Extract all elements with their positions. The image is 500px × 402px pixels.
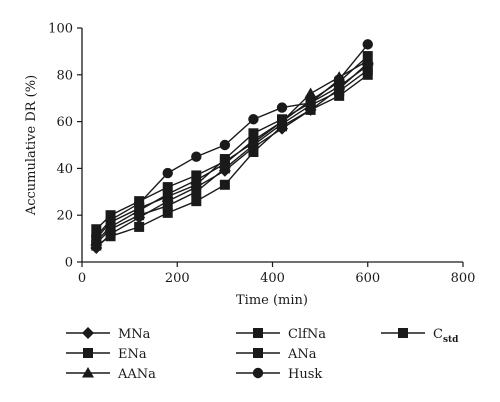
data-point-husk: [248, 114, 259, 125]
series-aana: [90, 54, 374, 246]
legend-label: ClfNa: [288, 327, 326, 342]
legend-marker: [82, 327, 94, 339]
data-point-husk: [219, 139, 231, 151]
data-point-ana: [334, 81, 345, 92]
legend-marker: [253, 348, 263, 358]
data-point-cstd: [305, 104, 316, 115]
data-point-husk: [91, 231, 102, 242]
data-point-clfna: [105, 224, 116, 235]
data-point-ana: [277, 114, 288, 125]
x-tick-label: 200: [165, 271, 190, 286]
legend-entry-mna: MNa: [66, 327, 151, 342]
data-point-clfna: [134, 210, 145, 221]
x-tick-label: 0: [78, 271, 86, 286]
x-tick-label: 800: [451, 271, 476, 286]
legend-marker: [82, 367, 94, 378]
series-cstd: [91, 69, 373, 251]
legend-label: AANa: [117, 367, 156, 382]
data-point-ana: [191, 179, 202, 190]
data-point-cstd: [248, 147, 259, 158]
data-point-cstd: [277, 121, 288, 132]
y-tick-label: 20: [56, 209, 73, 224]
data-point-clfna: [248, 140, 259, 150]
data-point-husk: [162, 167, 173, 179]
data-point-ana: [162, 191, 173, 202]
legend-label: Husk: [288, 367, 322, 382]
y-tick-label: 40: [56, 162, 73, 177]
data-point-clfna: [162, 200, 173, 211]
legend-marker: [398, 328, 408, 338]
y-axis-ticks: 0 20 40 60 80 100: [48, 22, 82, 271]
legend-label: MNa: [118, 327, 151, 342]
data-point-cstd: [191, 196, 202, 207]
data-point-husk: [333, 74, 345, 85]
data-point-husk: [276, 102, 288, 113]
data-point-ena: [91, 224, 102, 235]
data-point-husk: [133, 198, 145, 209]
legend-entry-clfna: ClfNa: [236, 327, 326, 342]
legend-marker: [83, 348, 93, 358]
legend-entry-ana: ANa: [236, 347, 317, 362]
legend-entry-cstd: Cstd: [381, 327, 459, 345]
x-axis-label: Time (min): [236, 293, 308, 308]
data-point-clfna: [191, 186, 202, 197]
legend-entry-ena: ENa: [66, 347, 147, 362]
data-point-clfna: [219, 163, 230, 174]
y-axis-label: Accumulative DR (%): [24, 75, 39, 216]
data-point-husk: [362, 39, 373, 50]
legend-label: ENa: [118, 347, 147, 362]
data-point-cstd: [162, 207, 173, 218]
x-tick-label: 600: [355, 271, 380, 286]
x-tick-label: 400: [260, 271, 285, 286]
y-tick-label: 60: [56, 115, 73, 130]
legend-entry-husk: Husk: [236, 367, 322, 382]
data-point-cstd: [334, 90, 345, 101]
y-tick-label: 0: [65, 256, 73, 271]
data-point-cstd: [91, 240, 102, 251]
legend-entry-aana: AANa: [66, 367, 156, 382]
legend-marker: [253, 328, 263, 338]
x-axis-ticks: 0 200 400 600 800: [78, 262, 476, 286]
data-point-ena: [162, 182, 173, 193]
series-husk: [91, 39, 373, 242]
legend-label: Cstd: [433, 327, 459, 345]
legend: MNa ENa AANa ClfNa ANa Husk Cstd: [66, 327, 459, 382]
data-point-aana: [304, 87, 317, 99]
data-point-cstd: [134, 221, 145, 232]
data-point-ana: [219, 154, 230, 165]
y-tick-label: 100: [48, 22, 73, 37]
legend-label: ANa: [287, 347, 317, 362]
data-point-cstd: [105, 231, 116, 242]
data-point-husk: [191, 151, 202, 162]
data-point-ana: [362, 60, 373, 71]
data-point-husk: [105, 214, 116, 226]
y-tick-label: 80: [56, 68, 73, 83]
data-point-cstd: [219, 179, 230, 190]
data-point-cstd: [362, 69, 373, 80]
data-point-ana: [248, 128, 259, 139]
legend-marker: [252, 367, 264, 379]
plot-area: [90, 39, 374, 254]
